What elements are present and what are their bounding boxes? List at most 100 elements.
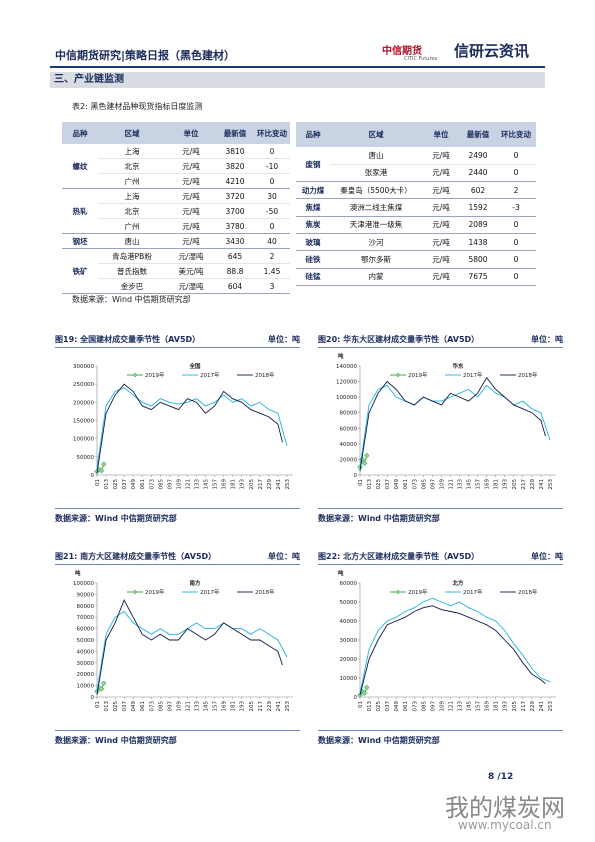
x-tick-label: 073 <box>412 701 418 712</box>
y-tick-label: 40000 <box>340 442 358 448</box>
table-cell: 秦皇岛（5500大卡） <box>330 181 422 200</box>
table-cell: 广州 <box>98 218 166 234</box>
header-cell: 环比变动 <box>496 122 536 148</box>
x-tick-label: 061 <box>403 479 409 490</box>
watermark-url: www.mycoal.cn <box>458 818 552 832</box>
series-marker <box>363 684 370 691</box>
y-axis-label: 吨 <box>338 569 344 577</box>
x-tick-label: 145 <box>467 701 473 712</box>
table-cell: 北京 <box>98 203 166 219</box>
x-tick-label: 121 <box>185 701 191 712</box>
table-cell: 元/吨 <box>166 233 216 249</box>
x-tick-label: 121 <box>448 701 454 712</box>
x-tick-label: 109 <box>439 479 445 490</box>
x-tick-label: 145 <box>467 479 473 490</box>
product-cell: 废钢 <box>296 147 330 182</box>
x-tick-label: 181 <box>494 479 500 490</box>
legend-label: 2017年 <box>200 588 220 596</box>
x-tick-label: 241 <box>539 479 545 490</box>
table-row: 玻璃 沙河 元/吨 1438 0 <box>296 233 536 252</box>
chart-title-box: 图22: 北方大区建材成交量季节性（AV5D） 单位：吨 <box>318 551 563 565</box>
table-left: 品种 区域 单位 最新值 环比变动 螺纹 上海 元/吨 3810 0 北京 元/吨 3820 -10 广州元… <box>62 122 290 294</box>
table-cell: 元/吨 <box>422 250 460 269</box>
chart-source: 数据来源：Wind 中信期货研究部 <box>55 508 300 524</box>
x-tick-label: 205 <box>249 701 255 712</box>
table-cell: 3820 <box>216 158 254 174</box>
y-tick-label: 20000 <box>77 672 95 678</box>
chart-source: 数据来源：Wind 中信期货研究部 <box>55 730 300 746</box>
x-tick-label: 085 <box>421 479 427 490</box>
y-tick-label: 100000 <box>336 395 357 401</box>
table-cell: 2089 <box>460 216 496 234</box>
x-tick-label: 097 <box>167 701 173 712</box>
x-tick-label: 049 <box>394 479 400 490</box>
table-cell: 天津港准一级焦 <box>330 216 422 234</box>
header-cell: 最新值 <box>216 122 254 144</box>
header-cell: 区域 <box>330 122 422 148</box>
product-cell: 钢坯 <box>62 233 98 249</box>
x-tick-label: 133 <box>458 701 464 712</box>
x-tick-label: 253 <box>548 479 554 490</box>
y-tick-label: 40000 <box>340 619 358 625</box>
table-cell: 3430 <box>216 233 254 249</box>
x-tick-label: 169 <box>485 701 491 712</box>
y-tick-label: 50000 <box>77 455 95 461</box>
legend-label: 2019年 <box>408 588 428 596</box>
series-marker <box>361 460 368 467</box>
table-caption: 表2: 黑色建材品种现货指标日度监测 <box>72 102 203 111</box>
x-tick-label: 121 <box>448 479 454 490</box>
table-cell: 7675 <box>460 268 496 287</box>
table-cell: 1438 <box>460 233 496 252</box>
table-cell: 元/吨 <box>166 144 216 159</box>
table-cell: 张家港 <box>330 164 422 182</box>
annotation: 华东 <box>452 362 464 370</box>
table-row: 热轧 上海 元/吨 3720 30 <box>62 188 290 234</box>
table-row: 焦炭 天津港准一级焦 元/吨 2089 0 <box>296 216 536 234</box>
y-tick-label: 0 <box>354 695 358 701</box>
x-tick-label: 181 <box>494 701 500 712</box>
x-tick-label: 181 <box>231 479 237 490</box>
x-tick-label: 013 <box>104 701 110 712</box>
x-tick-label: 229 <box>530 479 536 490</box>
table-cell: -10 <box>254 158 290 174</box>
x-tick-label: 217 <box>258 701 264 712</box>
x-tick-label: 133 <box>195 479 201 490</box>
legend-label: 2019年 <box>145 588 165 596</box>
y-tick-label: 0 <box>91 473 95 479</box>
y-axis-label: 吨 <box>75 569 81 577</box>
x-tick-label: 145 <box>204 479 210 490</box>
table-cell: 北京 <box>98 158 166 174</box>
header-row: 品种 区域 单位 最新值 环比变动 <box>62 122 290 144</box>
table-cell: 2 <box>496 181 536 200</box>
series-line <box>96 610 288 692</box>
x-tick-label: 037 <box>385 701 391 712</box>
x-tick-label: 157 <box>213 479 219 490</box>
x-tick-label: 013 <box>367 701 373 712</box>
x-tick-label: 037 <box>122 701 128 712</box>
legend-marker <box>132 589 138 595</box>
chart: 吨 0 20000 40000 60000 80000 100000 120000 140000… <box>336 352 556 490</box>
chart-title: 图21: 南方大区建材成交量季节性（AV5D） <box>55 552 217 561</box>
x-tick-label: 193 <box>240 701 246 712</box>
x-tick-label: 061 <box>140 479 146 490</box>
table-cell: 3810 <box>216 144 254 159</box>
chart-title: 图20: 华东大区建材成交量季节性（AV5D） <box>318 335 480 344</box>
product-cell: 玻璃 <box>296 233 330 252</box>
table-cell: 604 <box>216 278 254 294</box>
x-tick-label: 133 <box>195 701 201 712</box>
y-tick-label: 80000 <box>340 411 358 417</box>
product-cell: 硅锰 <box>296 268 330 287</box>
table-cell: 0 <box>496 233 536 252</box>
header-cell: 最新值 <box>460 122 496 148</box>
table-cell: 602 <box>460 181 496 200</box>
header-cell: 单位 <box>166 122 216 144</box>
table-cell: 元/吨 <box>422 164 460 182</box>
logo: 中信期货 <box>382 46 422 57</box>
table-row: 北京 元/吨 3700 -50 <box>62 203 290 219</box>
table-cell: 唐山 <box>98 233 166 249</box>
y-tick-label: 0 <box>354 473 358 479</box>
y-tick-label: 60000 <box>77 627 95 633</box>
x-tick-label: 169 <box>485 479 491 490</box>
x-tick-label: 217 <box>521 479 527 490</box>
product-cell: 螺纹 <box>62 144 98 189</box>
